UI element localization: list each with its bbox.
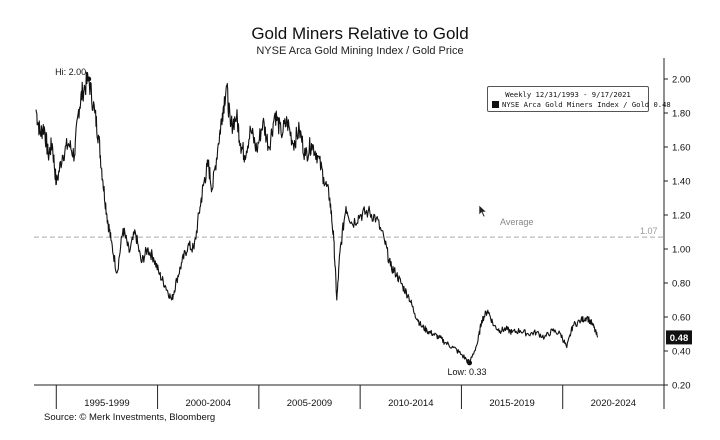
last-value-tag <box>666 330 692 345</box>
legend-swatch <box>492 101 499 108</box>
low-point <box>467 360 473 366</box>
average-label: Average <box>500 217 533 227</box>
x-period-label: 2015-2019 <box>489 398 534 409</box>
x-period-label: 2020-2024 <box>591 398 636 409</box>
y-tick-label: 0.60 <box>672 312 691 323</box>
high-point <box>86 76 92 82</box>
y-tick-label: 0.40 <box>672 346 691 357</box>
last-value-label: 0.48 <box>670 333 689 344</box>
series-line <box>35 71 599 364</box>
chart-title: Gold Miners Relative to Gold <box>251 24 469 43</box>
x-period-label: 2005-2009 <box>287 398 332 409</box>
y-tick-label: 1.80 <box>672 108 691 119</box>
legend-entry: NYSE Arca Gold Miners Index / Gold 0.48 <box>492 100 671 109</box>
y-tick-label: 0.20 <box>672 380 691 391</box>
low-label: Low: 0.33 <box>448 367 487 377</box>
source-note: Source: © Merk Investments, Bloomberg <box>44 412 216 423</box>
x-period-label: 2000-2004 <box>185 398 230 409</box>
average-value: 1.07 <box>640 226 658 236</box>
y-tick-label: 1.60 <box>672 142 691 153</box>
x-period-label: 2010-2014 <box>388 398 433 409</box>
chart-subtitle: NYSE Arca Gold Mining Index / Gold Price <box>256 45 464 57</box>
y-tick-label: 1.00 <box>672 244 691 255</box>
y-tick-label: 2.00 <box>672 74 691 85</box>
legend-series-label: NYSE Arca Gold Miners Index / Gold 0.48 <box>502 100 671 109</box>
high-label: Hi: 2.00 <box>55 67 86 77</box>
legend-box: Weekly 12/31/1993 - 9/17/2021 NYSE Arca … <box>487 86 671 112</box>
y-tick-label: 1.40 <box>672 176 691 187</box>
legend-range: Weekly 12/31/1993 - 9/17/2021 <box>505 90 631 99</box>
x-period-label: 1995-1999 <box>84 398 129 409</box>
y-tick-label: 1.20 <box>672 210 691 221</box>
y-tick-label: 0.80 <box>672 278 691 289</box>
